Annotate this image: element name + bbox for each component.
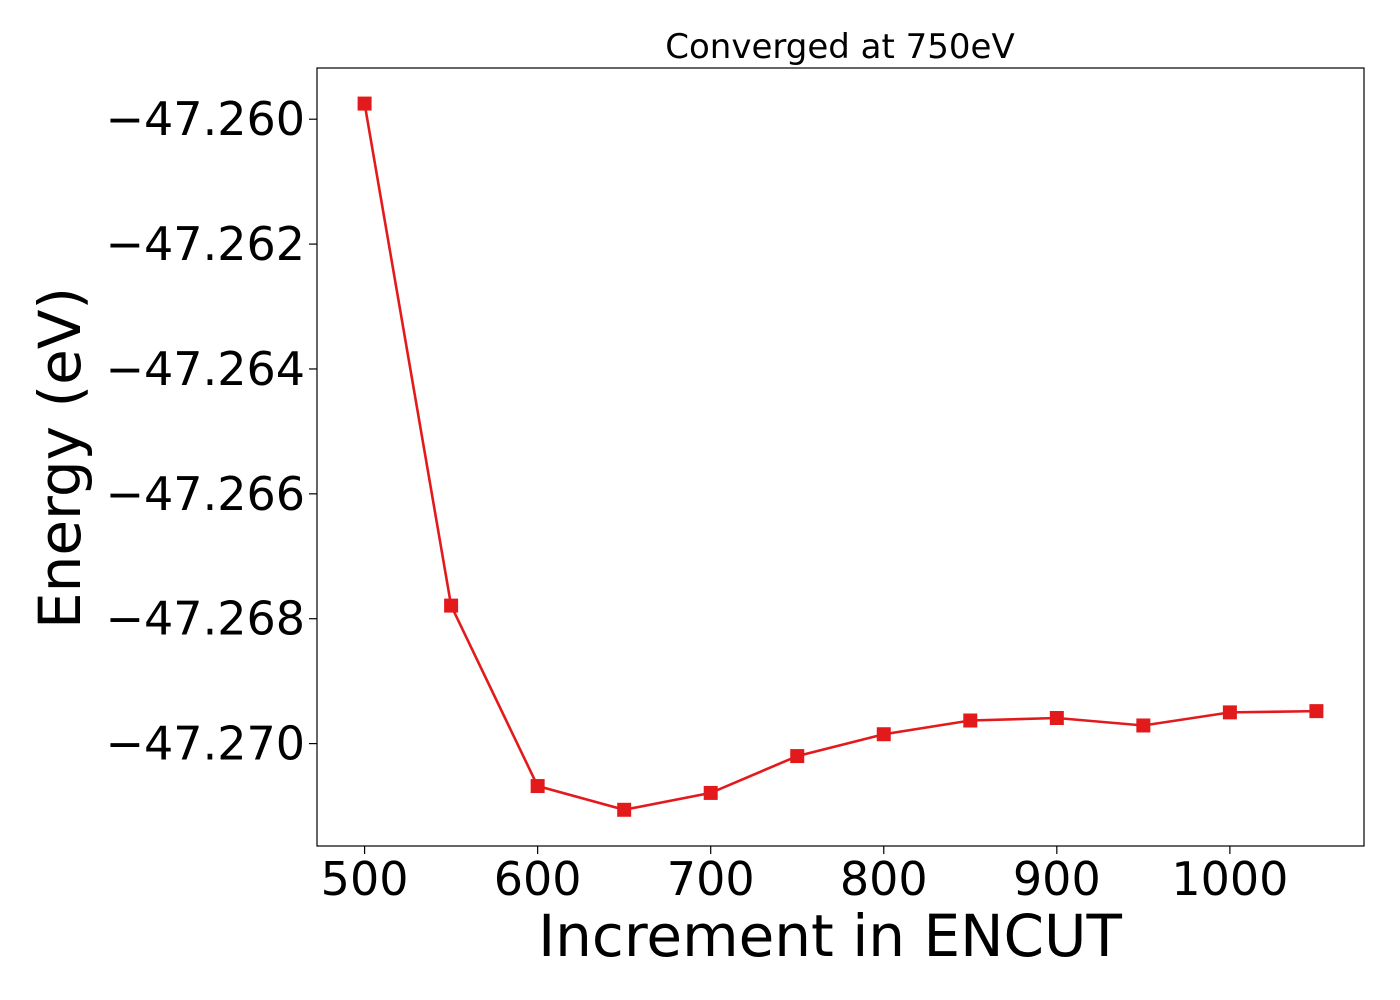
data-point	[1136, 718, 1151, 733]
y-tick-label: −47.268	[106, 592, 306, 646]
y-tick-label: −47.270	[106, 717, 306, 771]
y-tick-label: −47.262	[106, 217, 306, 271]
data-point	[357, 96, 372, 111]
y-tick-label: −47.260	[106, 92, 306, 146]
x-tick-label: 700	[667, 852, 755, 906]
data-point	[530, 779, 545, 794]
y-axis-label: Energy (eV)	[26, 287, 94, 629]
data-point	[703, 785, 718, 800]
data-point	[876, 727, 891, 742]
x-tick-label: 600	[494, 852, 582, 906]
data-point	[444, 598, 459, 613]
data-point	[790, 749, 805, 764]
y-tick-label: −47.264	[106, 342, 306, 396]
x-tick-label: 800	[840, 852, 928, 906]
data-point	[1309, 704, 1324, 719]
x-axis: 500 600 700 800 900 1000	[321, 846, 1288, 906]
series-layer	[357, 96, 1324, 817]
data-point	[617, 802, 632, 817]
y-tick-label: −47.266	[106, 467, 306, 521]
y-axis: −47.260 −47.262 −47.264 −47.266 −47.268 −47.2…	[106, 92, 317, 771]
x-tick-label: 900	[1013, 852, 1101, 906]
series-line	[363, 103, 1317, 812]
data-point	[1222, 705, 1237, 720]
chart-title: Converged at 750eV	[665, 27, 1014, 67]
x-axis-label: Increment in ENCUT	[538, 902, 1122, 970]
x-tick-label: 1000	[1171, 852, 1288, 906]
data-point	[1049, 710, 1064, 725]
x-tick-label: 500	[321, 852, 409, 906]
data-point	[963, 713, 978, 728]
plot-area	[316, 67, 1365, 847]
